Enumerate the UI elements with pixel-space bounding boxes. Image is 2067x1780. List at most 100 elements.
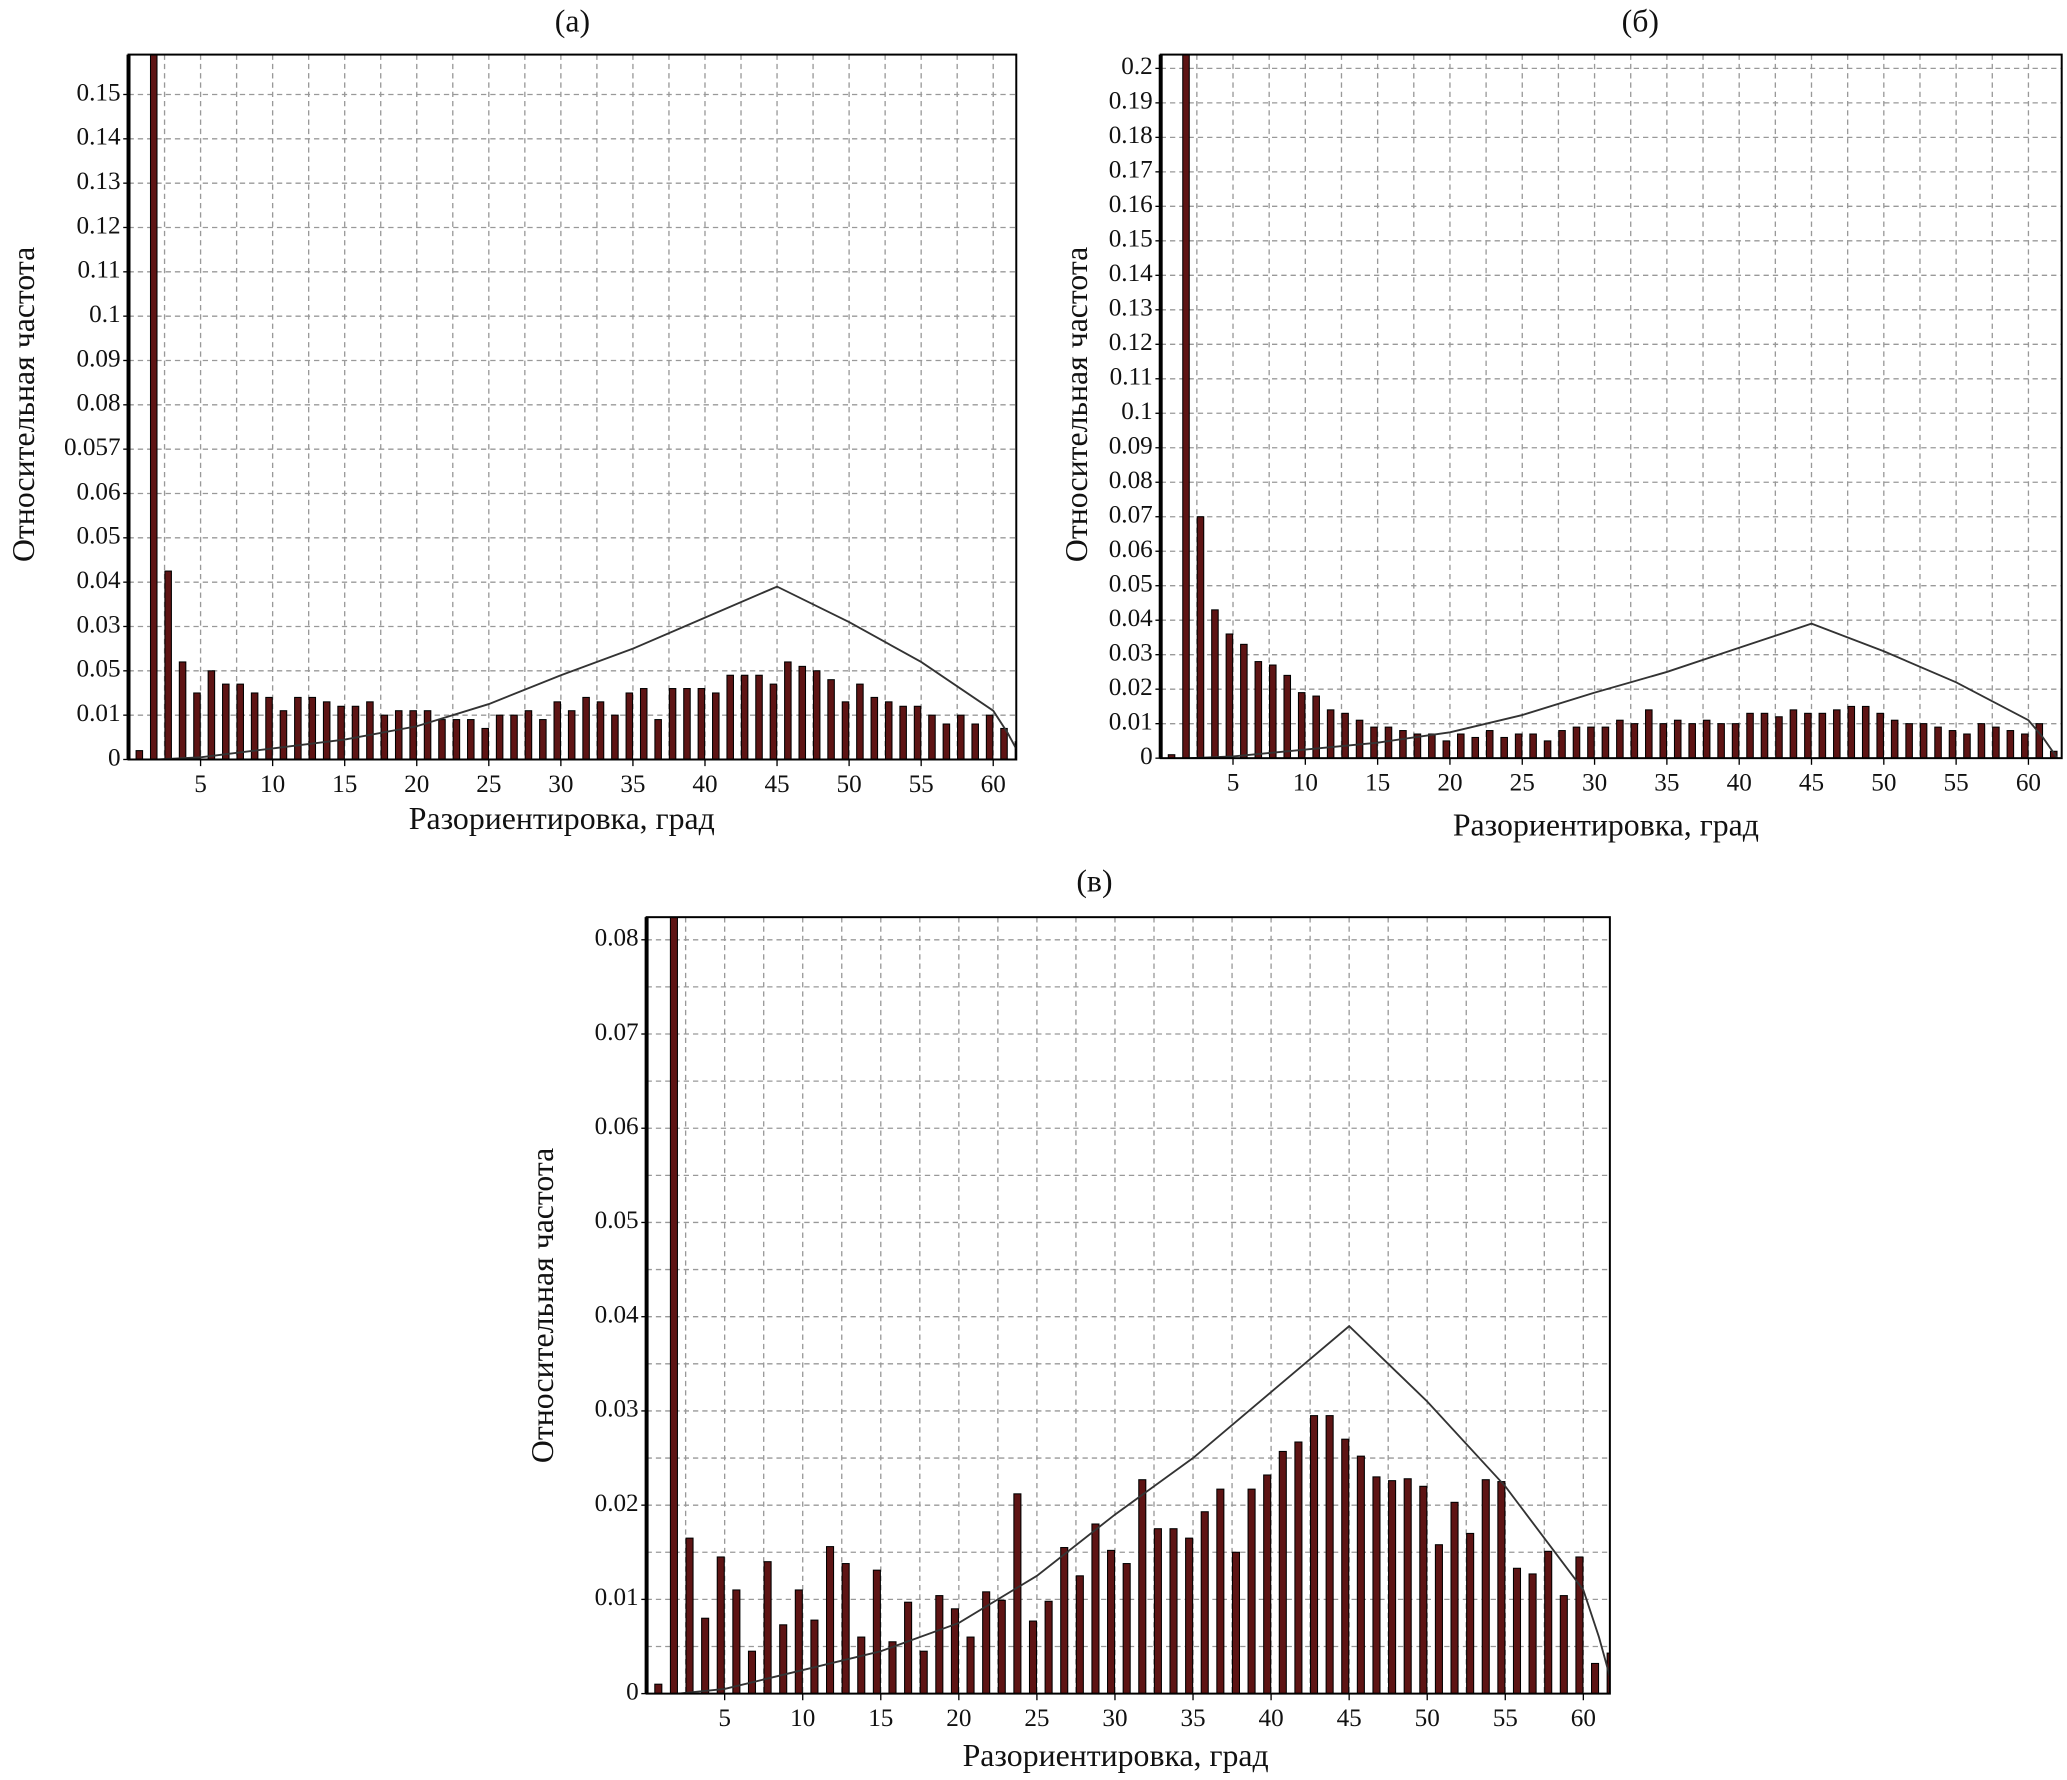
bar [337,705,345,760]
bar [2035,723,2044,759]
bar [1471,736,1480,759]
bar [250,692,259,760]
y-tick-label: 0.19 [1109,88,1153,115]
y-tick-label: 0.04 [77,567,121,594]
bar [1963,733,1971,759]
bar [913,705,922,760]
bar [265,696,273,760]
bar [740,674,749,760]
bar [1497,1481,1506,1694]
y-tick-label: 0.03 [77,611,121,638]
bar [1559,1595,1568,1694]
bar [1091,1523,1100,1694]
x-tick-label: 35 [620,771,645,798]
x-tick-label: 55 [1493,1705,1518,1732]
bar [685,1537,694,1694]
bar [794,1589,803,1694]
plot [654,917,1610,1694]
bar [950,1608,959,1694]
x-tick-label: 20 [1437,769,1462,796]
x-tick-label: 50 [837,771,862,798]
y-tick-label: 0.07 [1109,502,1153,529]
x-tick-label: 35 [1654,769,1679,796]
y-axis-label: Относительная частота [6,247,41,562]
y-tick-label: 0.01 [1109,708,1153,735]
bar [1575,1556,1584,1694]
bar [810,1619,819,1694]
bar [1630,723,1639,759]
y-axis-label: Относительная частота [525,1148,560,1463]
bar [1122,1563,1131,1694]
bar [827,679,835,760]
bar [1013,1493,1022,1694]
plot-area [1160,54,2062,759]
bar [1388,1480,1397,1694]
bar [1403,1478,1412,1694]
y-tick-label: 0.08 [595,925,639,952]
bar [1028,1620,1038,1694]
bar [1283,674,1292,759]
y-tick-label: 0.02 [1109,674,1153,701]
y-tick-label: 0.16 [1109,191,1153,218]
bar [1060,1547,1069,1694]
plot [1167,54,2059,759]
bar [899,705,907,760]
x-tick-label: 10 [1293,769,1318,796]
bar [1341,712,1349,759]
y-tick-label: 0.06 [77,478,121,505]
bar [755,674,763,760]
bar [872,1569,881,1694]
bar [763,1561,772,1694]
bar [1890,719,1899,759]
bar [510,714,518,760]
x-tick-label: 10 [260,771,285,798]
y-tick-label: 0.15 [1109,226,1153,253]
x-tick-label: 45 [1337,1705,1362,1732]
bar [888,1641,897,1694]
x-tick-label: 45 [1799,769,1824,796]
bar [1000,727,1008,760]
bar [870,696,879,760]
bar [1450,1501,1459,1694]
x-tick-label: 40 [692,771,717,798]
bar [467,719,475,760]
bar [1341,1438,1350,1694]
bar [1309,1415,1319,1694]
bar [841,701,850,760]
bar [1196,516,1205,759]
x-tick-label: 40 [1727,769,1752,796]
bar [1818,712,1827,759]
bar [1775,716,1783,759]
bar [1500,736,1508,759]
bar [322,701,331,760]
bar [716,1556,725,1694]
x-tick-label: 45 [764,771,789,798]
chart-title: (б) [1622,3,1659,38]
bar [567,710,576,760]
x-tick-label: 20 [946,1705,971,1732]
chart-title: (a) [555,3,590,38]
bar [1833,709,1841,759]
chart: 5 10 15 20 25 30 35 40 45 50 55 60 0 0.01 0.02 0.03 0.04… [1059,3,2063,843]
y-axis-label: Относительная частота [1059,247,1094,562]
bar [1325,1415,1334,1694]
bar [1297,692,1306,759]
bar [611,714,619,760]
x-tick-label: 15 [1365,769,1390,796]
y-tick-label: 0.15 [77,79,121,106]
y-tick-label: 0.12 [1109,329,1153,356]
bar [985,714,994,760]
y-tick-label: 0.05 [595,1207,639,1234]
bar [966,1636,975,1694]
bar [1356,1455,1365,1694]
x-tick-label: 55 [1944,769,1969,796]
plot-area [128,54,1017,760]
bar [942,723,951,760]
chart: 5 10 15 20 25 30 35 40 45 50 55 60 0 0.01 0.05 0.03 0.04… [6,3,1018,836]
bar [1278,1450,1287,1694]
chart: 5 10 15 20 25 30 35 40 45 50 55 60 0 0.01 0.02 0.03 0.04… [525,863,1611,1773]
bar [1977,723,1986,759]
bar [1688,723,1696,759]
bar [596,701,605,760]
